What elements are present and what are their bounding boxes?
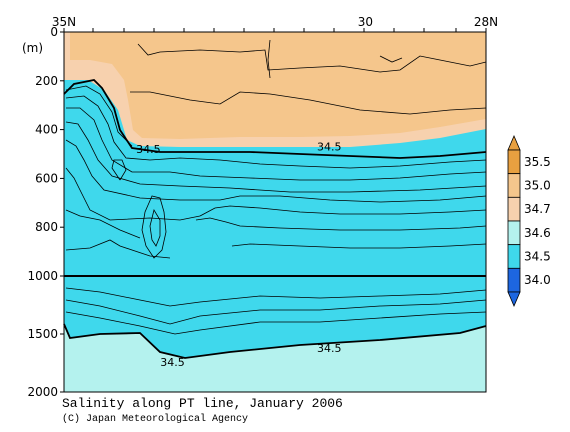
- colorbar-bottom-arrow: [508, 292, 520, 306]
- colorbar-top-arrow: [508, 136, 520, 150]
- colorbar: 35.5 35.0 34.7 34.6 34.5 34.0: [508, 136, 551, 306]
- high-salinity-core: [70, 32, 486, 139]
- y-tick-label-1500: 1500: [27, 327, 58, 341]
- contour-label-3: 34.5: [160, 356, 185, 369]
- y-tick-label-1000: 1000: [27, 269, 58, 283]
- x-tick-label-30: 30: [358, 15, 373, 29]
- y-tick-label-2000: 2000: [27, 385, 58, 399]
- colorbar-label-35.5: 35.5: [524, 155, 551, 169]
- credit-text: (C) Japan Meteorological Agency: [62, 413, 248, 425]
- y-tick-label-200: 200: [35, 74, 58, 88]
- contour-label-1: 34.5: [136, 143, 161, 156]
- contour-label-2: 34.5: [317, 141, 342, 154]
- y-unit-label: (m): [22, 41, 43, 55]
- plot-area: [64, 32, 486, 392]
- colorbar-label-34.7: 34.7: [524, 202, 551, 216]
- colorbar-swatch-34.0: [508, 268, 520, 292]
- y-tick-label-0: 0: [50, 25, 58, 39]
- colorbar-swatch-34.7: [508, 197, 520, 221]
- colorbar-label-35.0: 35.0: [524, 179, 551, 193]
- y-tick-label-800: 800: [35, 220, 58, 234]
- colorbar-label-34.0: 34.0: [524, 273, 551, 287]
- colorbar-swatch-35.5: [508, 150, 520, 174]
- y-tick-label-600: 600: [35, 171, 58, 185]
- chart-title: Salinity along PT line, January 2006: [62, 396, 343, 411]
- y-tick-label-400: 400: [35, 123, 58, 137]
- colorbar-swatch-34.6: [508, 221, 520, 245]
- colorbar-label-34.5: 34.5: [524, 250, 551, 264]
- colorbar-swatch-35.0: [508, 174, 520, 198]
- colorbar-label-34.6: 34.6: [524, 226, 551, 240]
- x-tick-label-28n: 28N: [474, 15, 498, 29]
- colorbar-swatch-34.5: [508, 245, 520, 269]
- contour-label-4: 34.5: [317, 342, 342, 355]
